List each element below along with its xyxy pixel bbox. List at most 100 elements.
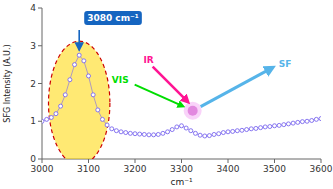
curve-point <box>138 132 142 136</box>
curve-point <box>96 108 100 112</box>
y-tick-label: 4 <box>30 3 36 13</box>
curve-point <box>319 117 321 121</box>
beam-label: SF <box>279 59 292 69</box>
y-tick <box>38 121 42 122</box>
interaction-glow <box>184 102 202 120</box>
y-tick-label: 2 <box>30 79 36 89</box>
curve-point <box>231 129 235 133</box>
y-tick <box>38 159 42 160</box>
curve-point <box>189 129 193 133</box>
curve-point <box>296 120 300 124</box>
curve-point <box>235 129 239 133</box>
x-tick-label: 3500 <box>263 164 286 174</box>
curve-point <box>277 123 281 127</box>
peak-label-text: 3080 cm⁻¹ <box>87 13 139 23</box>
peak-arrow <box>78 30 80 50</box>
y-tick-label: 3 <box>30 41 36 51</box>
y-tick <box>38 8 42 9</box>
curve-point <box>249 127 253 131</box>
x-tick <box>321 159 322 163</box>
curve-point <box>68 78 72 82</box>
curve-point <box>245 128 249 132</box>
curve-point <box>91 93 95 97</box>
x-tick-label: 3400 <box>217 164 240 174</box>
curve-point <box>133 132 137 136</box>
curve-point <box>184 126 188 130</box>
interaction-core <box>188 106 198 116</box>
curve-point <box>193 131 197 135</box>
curve-point <box>161 131 165 135</box>
x-tick-label: 3300 <box>170 164 193 174</box>
x-tick <box>181 159 182 163</box>
curve-point <box>77 53 81 57</box>
curve-point <box>147 133 151 137</box>
x-axis-label: cm⁻¹ <box>170 177 192 187</box>
x-tick-label: 3100 <box>77 164 100 174</box>
curve-point <box>42 119 44 123</box>
curve-point <box>273 124 277 128</box>
curve-line <box>42 55 321 136</box>
curve-point <box>49 115 53 119</box>
curve-point <box>254 126 258 130</box>
peak-label: 3080 cm⁻¹ <box>84 11 142 25</box>
curve-point <box>207 134 211 138</box>
curve-point <box>203 134 207 138</box>
curve-point <box>54 112 58 116</box>
beam-label: VIS <box>112 75 129 85</box>
beam-diagram <box>135 67 271 120</box>
curve-point <box>305 119 309 123</box>
curve-point <box>63 93 67 97</box>
curve-point <box>166 130 170 134</box>
curve-point <box>59 104 63 108</box>
x-tick-label: 3000 <box>31 164 54 174</box>
x-tick <box>274 159 275 163</box>
x-tick <box>42 159 43 163</box>
y-tick-label: 0 <box>30 154 36 164</box>
curve-point <box>105 123 109 127</box>
curve-point <box>128 131 132 135</box>
beam-label: IR <box>144 55 154 65</box>
curve-point <box>259 126 263 130</box>
curve-point <box>300 120 304 124</box>
curve-point <box>73 63 77 67</box>
curve-point <box>314 117 318 121</box>
curve-point <box>198 133 202 137</box>
y-tick-label: 1 <box>30 116 36 126</box>
curve-point <box>152 133 156 137</box>
curve-point <box>124 131 128 135</box>
x-tick <box>135 159 136 163</box>
curve-point <box>291 121 295 125</box>
curve-point <box>226 130 230 134</box>
y-tick <box>38 45 42 46</box>
highlight-ellipse <box>49 41 110 159</box>
curve-point <box>170 128 174 132</box>
curve-point <box>156 132 160 136</box>
x-tick <box>228 159 229 163</box>
curve-point <box>286 122 290 126</box>
curve-point <box>268 125 272 129</box>
vis-beam <box>135 85 182 106</box>
curve-point <box>221 131 225 135</box>
y-tick <box>38 83 42 84</box>
axes: 012343000310032003300340035003600 <box>30 3 332 174</box>
curve-point <box>142 132 146 136</box>
curve-point <box>240 128 244 132</box>
curve-point <box>212 132 216 136</box>
curve-point <box>114 129 118 133</box>
y-axis-label: SFG Intensity (A.U.) <box>3 44 12 122</box>
y-axis-line <box>42 8 43 159</box>
curve-point <box>263 125 267 129</box>
curve-point <box>310 118 314 122</box>
chart: 012343000310032003300340035003600cm⁻¹SFG… <box>0 0 333 189</box>
x-tick-label: 3200 <box>124 164 147 174</box>
curve-point <box>82 59 86 63</box>
sf-beam <box>201 69 271 107</box>
curve-point <box>180 124 184 128</box>
curve-point <box>282 123 286 127</box>
curve-point <box>45 117 49 121</box>
curve-point <box>175 125 179 129</box>
curve-point <box>119 130 123 134</box>
x-tick <box>88 159 89 163</box>
curve-point <box>110 127 114 131</box>
peak-label-box <box>84 11 142 25</box>
